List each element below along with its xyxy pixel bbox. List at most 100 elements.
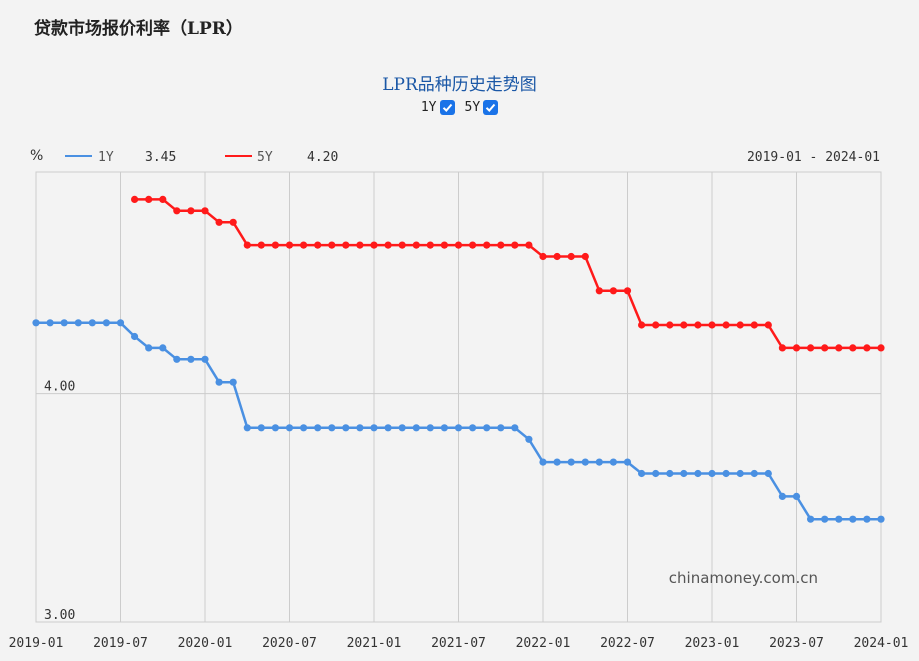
data-point-5y[interactable] [483,241,491,249]
data-point-1y[interactable] [88,319,96,327]
data-point-5y[interactable] [511,241,519,249]
data-point-1y[interactable] [708,469,716,478]
data-point-1y[interactable] [511,424,519,432]
data-point-5y[interactable] [595,287,603,295]
data-point-5y[interactable] [243,241,251,249]
data-point-5y[interactable] [145,195,153,203]
data-point-5y[interactable] [131,195,139,203]
data-point-1y[interactable] [398,424,406,432]
data-point-1y[interactable] [835,515,843,523]
data-point-5y[interactable] [469,241,477,249]
data-point-5y[interactable] [539,252,547,261]
data-point-1y[interactable] [426,424,434,432]
data-point-5y[interactable] [863,344,871,352]
data-point-1y[interactable] [652,469,660,478]
data-point-5y[interactable] [328,241,336,249]
data-point-5y[interactable] [877,344,885,352]
data-point-5y[interactable] [384,241,392,249]
data-point-1y[interactable] [145,344,153,352]
data-point-5y[interactable] [778,344,787,352]
data-point-1y[interactable] [623,458,632,466]
data-point-1y[interactable] [257,424,265,432]
data-point-5y[interactable] [215,218,223,226]
data-point-5y[interactable] [652,321,660,329]
data-point-5y[interactable] [567,252,575,261]
data-point-5y[interactable] [666,321,674,329]
data-point-1y[interactable] [116,319,125,327]
data-point-1y[interactable] [412,424,420,432]
data-point-1y[interactable] [638,469,646,478]
data-point-5y[interactable] [792,344,801,352]
data-point-1y[interactable] [440,424,448,432]
data-point-1y[interactable] [539,458,547,466]
data-point-5y[interactable] [525,241,533,249]
data-point-1y[interactable] [243,424,251,432]
data-point-5y[interactable] [694,321,702,329]
data-point-1y[interactable] [553,458,561,466]
toggle-5y[interactable]: 5Y [465,100,499,115]
data-point-5y[interactable] [736,321,744,329]
data-point-1y[interactable] [609,458,618,466]
data-point-5y[interactable] [159,195,167,203]
data-point-5y[interactable] [638,321,646,329]
data-point-5y[interactable] [229,218,237,226]
data-point-1y[interactable] [173,355,181,363]
data-point-1y[interactable] [778,492,787,500]
data-point-5y[interactable] [342,241,350,249]
toggle-1y-checkbox[interactable] [439,100,455,115]
data-point-1y[interactable] [131,332,139,341]
data-point-5y[interactable] [187,207,195,215]
data-point-5y[interactable] [497,241,505,249]
data-point-5y[interactable] [835,344,843,352]
data-point-1y[interactable] [821,515,829,523]
data-point-1y[interactable] [356,424,364,432]
data-point-1y[interactable] [469,424,477,432]
data-point-1y[interactable] [384,424,392,432]
data-point-5y[interactable] [398,241,406,249]
data-point-1y[interactable] [314,424,322,432]
data-point-5y[interactable] [680,321,688,329]
data-point-5y[interactable] [300,241,308,249]
data-point-5y[interactable] [750,321,758,329]
data-point-1y[interactable] [764,469,772,478]
data-point-1y[interactable] [666,469,674,478]
data-point-5y[interactable] [764,321,772,329]
data-point-1y[interactable] [328,424,336,432]
data-point-1y[interactable] [595,458,603,466]
data-point-1y[interactable] [342,424,350,432]
data-point-5y[interactable] [440,241,448,249]
data-point-1y[interactable] [74,319,82,327]
data-point-5y[interactable] [356,241,364,249]
data-point-5y[interactable] [821,344,829,352]
data-point-5y[interactable] [708,321,716,329]
data-point-5y[interactable] [849,344,857,352]
data-point-1y[interactable] [807,515,815,523]
data-point-5y[interactable] [314,241,322,249]
data-point-5y[interactable] [609,287,618,295]
data-point-5y[interactable] [271,241,279,249]
data-point-1y[interactable] [849,515,857,523]
data-point-1y[interactable] [863,515,871,523]
data-point-1y[interactable] [60,319,68,327]
toggle-5y-checkbox[interactable] [483,100,499,115]
data-point-1y[interactable] [187,355,195,363]
data-point-1y[interactable] [271,424,279,432]
data-point-1y[interactable] [46,319,54,327]
data-point-1y[interactable] [229,378,237,386]
data-point-5y[interactable] [722,321,730,329]
data-point-5y[interactable] [173,207,181,215]
data-point-5y[interactable] [623,287,632,295]
data-point-5y[interactable] [581,252,589,261]
data-point-1y[interactable] [370,424,378,432]
data-point-1y[interactable] [567,458,575,466]
data-point-1y[interactable] [694,469,702,478]
data-point-5y[interactable] [257,241,265,249]
data-point-1y[interactable] [159,344,167,352]
data-point-5y[interactable] [285,241,294,249]
data-point-1y[interactable] [285,424,294,432]
data-point-1y[interactable] [497,424,505,432]
data-point-1y[interactable] [454,424,463,432]
data-point-1y[interactable] [877,515,885,523]
data-point-1y[interactable] [525,435,533,443]
data-point-1y[interactable] [300,424,308,432]
